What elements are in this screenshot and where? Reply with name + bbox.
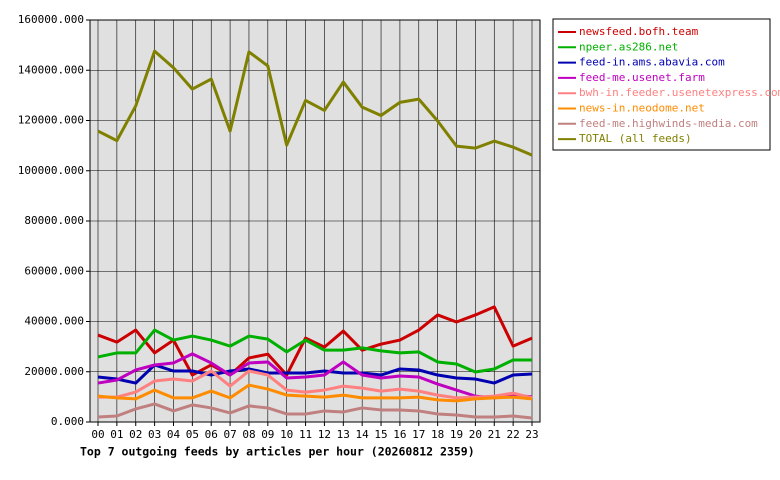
x-tick-label: 07 [223, 428, 236, 441]
legend-label: newsfeed.bofh.team [579, 25, 699, 38]
x-tick-label: 00 [91, 428, 104, 441]
series-line [97, 305, 533, 377]
y-tick-label: 60000.000 [24, 264, 84, 277]
x-tick-label: 17 [412, 428, 425, 441]
x-tick-label: 02 [129, 428, 142, 441]
x-tick-label: 08 [242, 428, 255, 441]
legend-label: feed-me.highwinds-media.com [579, 117, 758, 130]
legend-label: TOTAL (all feeds) [579, 132, 692, 145]
y-tick-label: 120000.000 [18, 114, 84, 127]
series-line [97, 402, 533, 420]
x-tick-label: 15 [374, 428, 387, 441]
legend-label: npeer.as286.net [579, 40, 678, 53]
x-tick-label: 01 [110, 428, 123, 441]
x-tick-label: 23 [525, 428, 538, 441]
x-tick-label: 18 [431, 428, 444, 441]
x-tick-label: 04 [167, 428, 181, 441]
x-tick-label: 05 [186, 428, 199, 441]
x-tick-label: 22 [507, 428, 520, 441]
series-line [97, 328, 532, 374]
y-tick-label: 40000.000 [24, 315, 84, 328]
x-tick-label: 12 [318, 428, 331, 441]
y-tick-label: 80000.000 [24, 214, 84, 227]
x-tick-label: 16 [393, 428, 406, 441]
legend-box [552, 18, 771, 151]
legend-label: bwh-in.feeder.usenetexpress.com [579, 86, 780, 99]
plot-border [89, 19, 541, 423]
series-line [97, 352, 533, 400]
x-tick-label: 09 [261, 428, 274, 441]
x-tick-label: 20 [469, 428, 482, 441]
y-tick-label: 140000.000 [18, 63, 84, 76]
legend-label: feed-in.ams.abavia.com [579, 56, 725, 69]
y-tick-label: 20000.000 [24, 365, 84, 378]
x-tick-label: 03 [148, 428, 161, 441]
y-tick-label: 0.000 [51, 415, 84, 428]
series-line [98, 369, 533, 400]
series-line [97, 383, 533, 403]
x-tick-label: 21 [488, 428, 501, 441]
x-tick-label: 19 [450, 428, 463, 441]
x-tick-label: 11 [299, 428, 312, 441]
y-tick-label: 100000.000 [18, 164, 84, 177]
series-line [97, 49, 533, 157]
legend-label: feed-me.usenet.farm [579, 71, 705, 84]
series-line [97, 363, 533, 385]
x-tick-label: 06 [205, 428, 218, 441]
chart-title: Top 7 outgoing feeds by articles per hou… [80, 445, 475, 459]
x-tick-label: 13 [337, 428, 350, 441]
x-tick-label: 14 [356, 428, 370, 441]
legend-label: news-in.neodome.net [579, 102, 705, 115]
y-tick-label: 160000.000 [18, 13, 84, 26]
x-tick-label: 10 [280, 428, 293, 441]
